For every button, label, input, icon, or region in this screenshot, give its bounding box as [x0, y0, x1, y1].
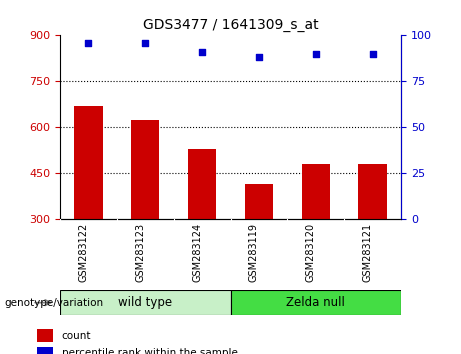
Bar [37, 347, 53, 354]
Title: GDS3477 / 1641309_s_at: GDS3477 / 1641309_s_at [143, 18, 318, 32]
Text: GSM283123: GSM283123 [135, 223, 145, 282]
Point [198, 49, 206, 55]
Text: Zelda null: Zelda null [286, 296, 345, 309]
Bar [37, 329, 53, 342]
Bar [60, 290, 230, 315]
Bar [245, 184, 273, 219]
Bar [301, 164, 330, 219]
Text: GSM283120: GSM283120 [306, 223, 316, 282]
Text: GSM283121: GSM283121 [363, 223, 372, 282]
Point [255, 55, 263, 60]
Point [85, 40, 92, 46]
Text: count: count [62, 331, 91, 341]
Point [369, 51, 376, 57]
Bar [188, 149, 216, 219]
Bar [74, 106, 102, 219]
Text: genotype/variation: genotype/variation [5, 298, 104, 308]
Text: wild type: wild type [118, 296, 172, 309]
Point [312, 51, 319, 57]
Text: GSM283124: GSM283124 [192, 223, 202, 282]
Text: percentile rank within the sample: percentile rank within the sample [62, 348, 238, 354]
Text: GSM283119: GSM283119 [249, 223, 259, 282]
Bar [358, 164, 387, 219]
Bar [230, 290, 401, 315]
Text: GSM283122: GSM283122 [78, 223, 89, 282]
Point [142, 40, 149, 46]
Bar [131, 120, 160, 219]
